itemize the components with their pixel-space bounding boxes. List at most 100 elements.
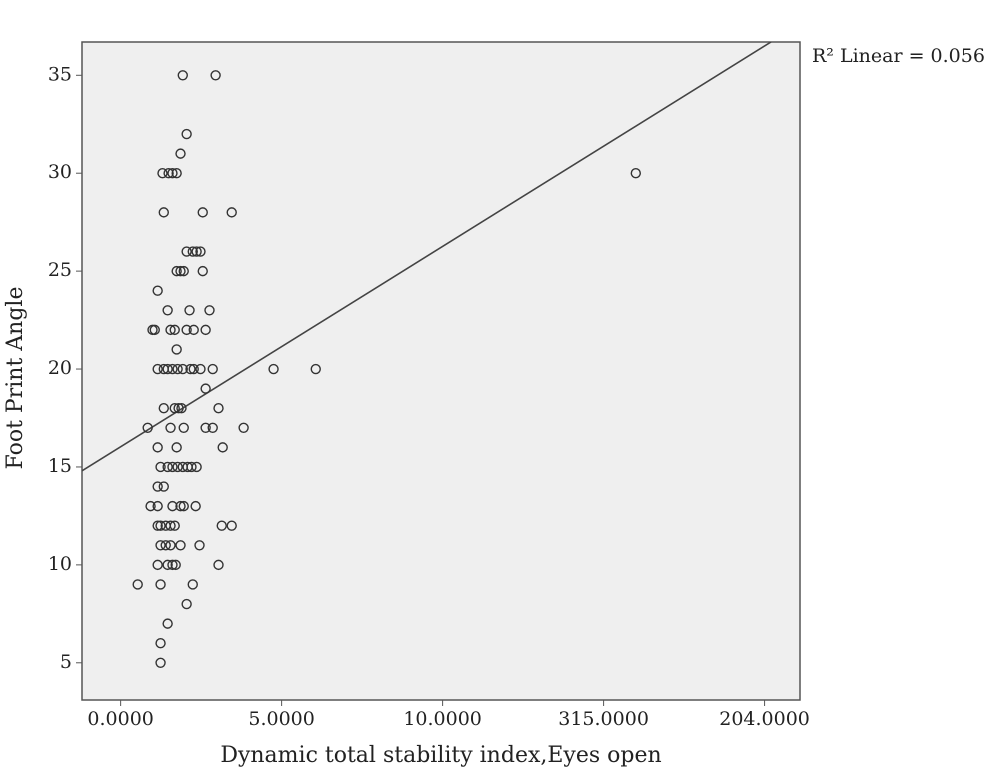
point xyxy=(169,324,180,336)
point xyxy=(173,403,184,414)
point xyxy=(186,461,197,473)
point xyxy=(167,500,178,512)
point xyxy=(145,500,156,512)
point xyxy=(155,638,166,649)
point xyxy=(188,363,199,375)
y-tick-label: 20 xyxy=(48,357,72,379)
point xyxy=(181,246,192,257)
point xyxy=(187,579,198,590)
y-tick-label: 5 xyxy=(60,651,72,673)
point xyxy=(190,500,201,512)
y-tick-label: 30 xyxy=(48,161,72,183)
point xyxy=(155,461,166,473)
point xyxy=(178,500,189,512)
plot-area xyxy=(81,41,801,701)
point xyxy=(197,265,208,277)
point xyxy=(195,363,206,375)
y-tick-label: 25 xyxy=(48,259,72,281)
point xyxy=(160,540,171,551)
point xyxy=(176,403,187,414)
point xyxy=(177,70,188,81)
point xyxy=(152,442,163,453)
point xyxy=(172,461,183,473)
x-tick-label: 315.0000 xyxy=(558,708,649,730)
point xyxy=(204,305,215,316)
x-tick-label: 10.0000 xyxy=(403,708,482,730)
point xyxy=(238,422,249,433)
point xyxy=(157,168,168,179)
y-tick-label: 15 xyxy=(48,455,72,477)
point xyxy=(175,500,186,512)
point xyxy=(200,324,211,336)
point xyxy=(177,363,188,375)
y-tick-label: 10 xyxy=(48,553,72,575)
point xyxy=(181,128,192,140)
point xyxy=(197,207,208,218)
point xyxy=(152,520,163,531)
point xyxy=(200,383,211,394)
point xyxy=(152,500,163,512)
point xyxy=(188,324,199,336)
point xyxy=(152,559,163,571)
point xyxy=(162,305,173,316)
point xyxy=(158,481,169,492)
point xyxy=(162,559,173,571)
point xyxy=(167,168,178,179)
point xyxy=(210,70,221,81)
point xyxy=(169,520,180,531)
point xyxy=(171,344,182,355)
point xyxy=(171,168,182,179)
point xyxy=(163,168,174,179)
point xyxy=(155,520,166,531)
point xyxy=(175,148,186,159)
point xyxy=(226,520,237,531)
point xyxy=(178,265,189,277)
point xyxy=(181,598,192,610)
x-axis-label: Dynamic total stability index,Eyes open xyxy=(220,743,661,768)
annotation: R² Linear = 0.056 xyxy=(812,45,985,67)
point xyxy=(216,520,227,531)
point xyxy=(191,246,202,257)
y-tick-label: 35 xyxy=(48,63,72,85)
point xyxy=(207,363,218,375)
point xyxy=(194,540,205,551)
x-tick-label: 0.0000 xyxy=(87,708,153,730)
fit-line xyxy=(82,42,772,472)
point xyxy=(155,579,166,590)
point xyxy=(165,324,176,336)
point xyxy=(213,559,224,571)
point xyxy=(165,422,176,433)
point xyxy=(165,540,176,551)
point xyxy=(310,363,321,375)
point xyxy=(162,461,173,473)
point xyxy=(175,540,186,551)
point xyxy=(187,246,198,257)
point xyxy=(149,324,160,336)
point xyxy=(207,422,218,433)
point xyxy=(268,363,279,375)
point xyxy=(155,540,166,551)
point xyxy=(217,442,228,453)
point xyxy=(167,461,178,473)
point xyxy=(152,285,163,296)
point xyxy=(167,559,178,571)
point xyxy=(172,363,183,375)
x-tick-label: 5.0000 xyxy=(248,708,314,730)
point xyxy=(158,403,169,414)
point xyxy=(213,403,224,414)
point xyxy=(132,579,143,590)
point xyxy=(155,657,166,668)
point xyxy=(191,461,202,473)
point xyxy=(184,305,195,316)
y-axis-label: Foot Print Angle xyxy=(3,287,28,470)
point xyxy=(169,403,180,414)
point xyxy=(226,207,237,218)
point xyxy=(152,481,163,492)
point xyxy=(178,422,189,433)
point xyxy=(142,422,153,433)
point xyxy=(171,265,182,277)
point xyxy=(158,207,169,218)
point xyxy=(195,246,206,257)
point xyxy=(171,442,182,453)
